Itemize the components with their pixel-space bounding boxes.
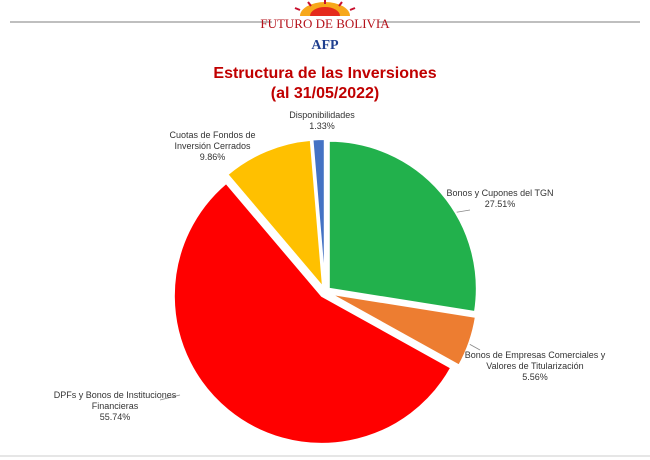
data-label: Bonos y Cupones del TGN 27.51%: [435, 188, 565, 210]
logo-sun: [294, 0, 356, 16]
category-label: Bonos y Cupones del TGN: [446, 188, 554, 198]
data-label: Bonos de Empresas Comerciales y Valores …: [460, 350, 610, 383]
logo-name: FUTURO DE BOLIVIA: [260, 16, 390, 31]
value-label: 9.86%: [199, 152, 226, 162]
data-label: DPFs y Bonos de Instituciones Financiera…: [40, 390, 190, 423]
value-label: 5.56%: [522, 372, 548, 382]
pie-slice: [172, 181, 453, 445]
category-label: Cuotas de Fondos de Inversión Cerrados: [169, 130, 256, 151]
pie-slice: [329, 292, 478, 367]
value-label: 1.33%: [309, 121, 335, 131]
logo-sub: AFP: [311, 38, 339, 53]
pie-slice: [311, 138, 326, 288]
data-label: Disponibilidades 1.33%: [262, 110, 382, 132]
chart-subtitle: (al 31/05/2022): [271, 85, 380, 102]
category-label: Disponibilidades: [289, 110, 355, 120]
value-label: 55.74%: [99, 412, 131, 422]
pie-slice: [327, 139, 478, 314]
category-label: Bonos de Empresas Comerciales y Valores …: [464, 350, 606, 371]
data-label: Cuotas de Fondos de Inversión Cerrados 9.…: [150, 130, 275, 163]
pie-slice: [225, 138, 325, 291]
chart-title: Estructura de las Inversiones: [213, 65, 436, 82]
value-label: 27.51%: [484, 199, 516, 209]
category-label: DPFs y Bonos de Instituciones Financiera…: [53, 390, 177, 411]
